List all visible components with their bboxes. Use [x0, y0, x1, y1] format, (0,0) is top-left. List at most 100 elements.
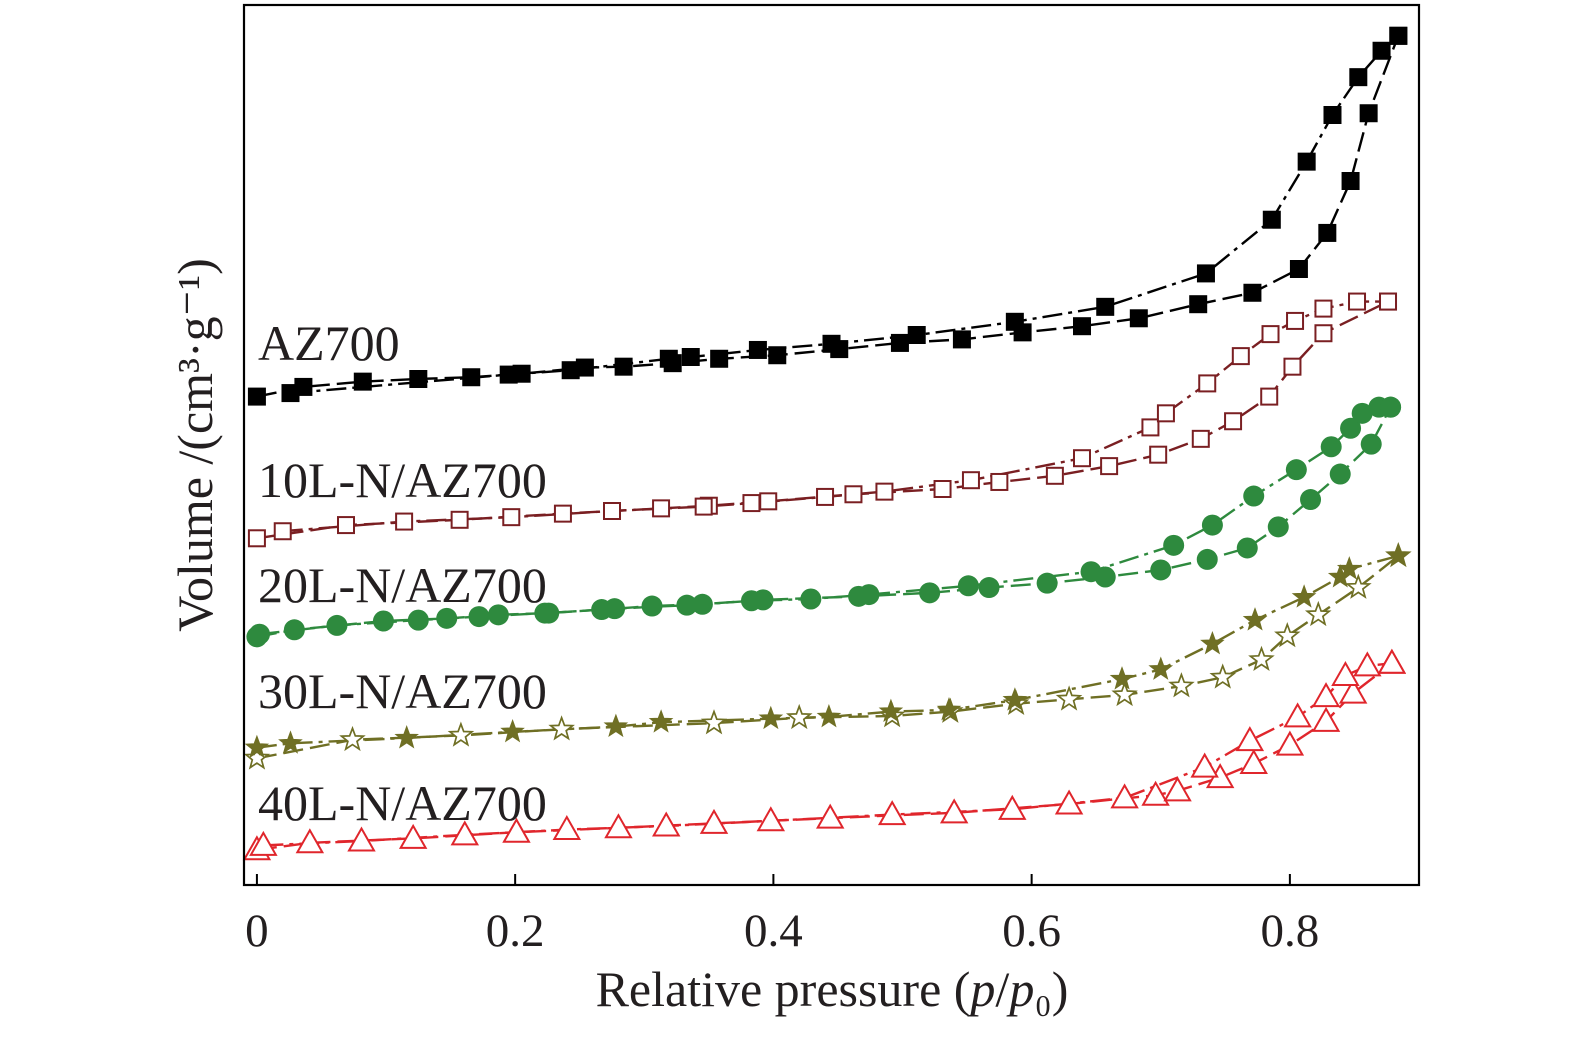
az700-marker	[614, 357, 633, 376]
20l-n-az700-marker	[1201, 514, 1223, 536]
10l-n-az700-marker	[1286, 311, 1305, 330]
10l-n-az700-marker	[1260, 387, 1279, 406]
az700-marker	[768, 346, 787, 365]
10l-n-az700-marker	[1379, 292, 1398, 311]
30l-n-az700-marker	[339, 725, 366, 752]
az700-marker	[907, 326, 926, 344]
az700-marker	[281, 384, 300, 403]
20l-n-az700-marker	[436, 607, 458, 629]
20l-n-az700-marker	[1036, 572, 1058, 594]
20l-n-az700-marker	[1340, 417, 1362, 439]
10l-n-az700-marker	[602, 502, 621, 520]
40l-n-az700-marker	[1338, 678, 1368, 704]
20l-n-az700-marker	[1360, 433, 1382, 455]
30l-n-az700-marker	[244, 734, 270, 759]
20l-n-az700-marker	[978, 577, 1000, 599]
40l-n-az700-marker	[998, 794, 1027, 820]
30l-n-az700-marker	[1109, 666, 1135, 690]
40l-n-az700-marker	[1283, 702, 1312, 728]
az700-marker	[1189, 295, 1208, 314]
20l-n-az700-marker	[407, 609, 429, 631]
30l-n-az700-marker	[1111, 680, 1138, 707]
40l-n-az700-marker	[877, 800, 907, 826]
30l-n-az700-marker	[1168, 672, 1195, 698]
40l-n-az700-marker	[756, 806, 786, 832]
10l-n-az700-marker	[1348, 292, 1367, 311]
40l-n-az700-marker	[450, 820, 480, 846]
az700-marker	[1318, 223, 1337, 242]
40l-n-az700-marker	[1331, 661, 1360, 687]
30l-n-az700-marker	[878, 698, 904, 723]
30l-n-az700-marker	[1148, 656, 1174, 680]
10l-n-az700-marker	[502, 508, 521, 527]
az700-marker	[1262, 210, 1281, 229]
20l-n-az700-marker	[1080, 561, 1102, 583]
30l-n-az700-marker	[785, 703, 813, 730]
20l-n-az700-marker	[800, 588, 822, 610]
40l-n-az700-marker	[347, 826, 376, 852]
10l-n-az700-marker	[1100, 457, 1119, 476]
az700-marker	[710, 349, 729, 368]
20l-n-az700-marker	[1285, 459, 1307, 481]
30l-n-az700-marker	[1200, 630, 1225, 655]
20l-n-az700-marker	[1300, 489, 1322, 511]
10l-n-az700-marker	[450, 510, 469, 529]
10l-n-az700-marker	[1314, 324, 1333, 343]
40l-n-az700-marker	[1190, 752, 1219, 778]
30l-n-az700-marker	[1055, 685, 1083, 711]
20l-n-az700-marker	[691, 593, 713, 615]
20l-n-az700-marker	[1267, 516, 1289, 538]
az700-marker	[1243, 283, 1262, 302]
10l-n-az700-marker	[844, 485, 863, 504]
40l-n-az700-marker	[1275, 730, 1305, 756]
10l-n-az700-marker	[553, 504, 572, 523]
10l-n-az700-marker	[1191, 429, 1210, 448]
30l-n-az700-marker	[758, 705, 784, 730]
az700-marker	[1349, 68, 1368, 87]
x-tick-label: 0.4	[744, 905, 803, 957]
20l-n-az700-marker	[468, 606, 490, 628]
az700-marker	[890, 333, 909, 352]
40l-n-az700-marker	[1377, 648, 1407, 674]
az700-marker	[1129, 309, 1148, 328]
20l-n-az700-marker	[1320, 436, 1342, 458]
x-tick-label: 0.6	[1002, 905, 1061, 957]
20l-n-az700-marker	[1351, 402, 1373, 424]
az700-marker	[1341, 172, 1360, 190]
10l-n-az700-marker	[816, 487, 835, 506]
10l-n-az700-marker	[1314, 299, 1333, 318]
10l-n-az700-marker	[875, 482, 894, 501]
x-axis-ticks: 0 0.2 0.4 0.6 0.8	[245, 874, 1319, 957]
10l-n-az700-marker	[337, 516, 356, 535]
az700-marker	[1297, 152, 1316, 171]
series-label-az700: AZ700	[258, 315, 400, 371]
20l-n-az700-marker	[1243, 485, 1265, 507]
az700-marker	[409, 370, 428, 388]
az700-marker	[952, 330, 971, 349]
10l-n-az700-marker	[1141, 418, 1160, 437]
20l-n-az700-line	[259, 406, 1391, 636]
40l-n-az700-marker	[699, 808, 729, 834]
30l-n-az700-marker	[243, 744, 271, 770]
10l-n-az700-marker	[1231, 347, 1250, 366]
20l-n-az700-marker	[283, 619, 305, 641]
az700-marker	[561, 361, 580, 380]
x-tick-label: 0	[245, 905, 269, 957]
series-label-40l-n-az700: 40L-N/AZ700	[258, 775, 547, 831]
20l-n-az700-marker	[641, 595, 663, 617]
20l-n-az700-marker	[1196, 548, 1218, 570]
30l-n-az700-marker	[500, 718, 525, 743]
10l-n-az700-marker	[1045, 466, 1064, 485]
20l-n-az700-marker	[248, 623, 270, 645]
20l-n-az700-marker	[676, 594, 698, 616]
20l-n-az700-marker	[487, 604, 509, 626]
30l-n-az700-marker	[1345, 573, 1372, 599]
plot-frame	[242, 3, 1421, 887]
30l-n-az700-marker	[548, 715, 575, 741]
az700-marker	[1359, 104, 1378, 123]
30l-n-az700-marker	[1386, 542, 1411, 567]
az700-marker	[1005, 312, 1024, 331]
40l-n-az700-marker	[652, 811, 681, 837]
20l-n-az700-marker	[1329, 463, 1351, 485]
10l-n-az700-marker	[273, 522, 292, 541]
